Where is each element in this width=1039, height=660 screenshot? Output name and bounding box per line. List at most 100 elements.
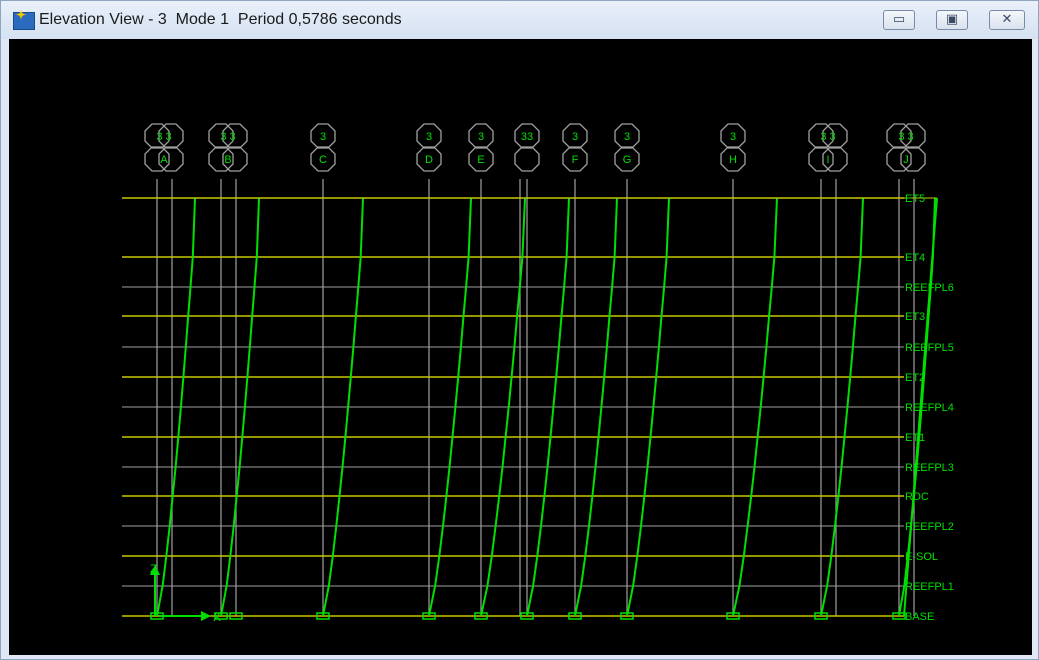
level-label: BASE (905, 611, 934, 623)
bubble-shape (822, 123, 848, 149)
window-title: Elevation View - 3 Mode 1 Period 0,5786 … (39, 11, 402, 28)
bubble-shape (158, 123, 184, 149)
grid-bubble[interactable]: 3 3 A (144, 123, 184, 172)
bubble-bottom-label: C (319, 154, 327, 166)
bubble-shape (822, 146, 848, 172)
grid-bubble[interactable]: 3D (416, 123, 442, 172)
bubble-shape (514, 123, 540, 149)
mode-shape (156, 197, 938, 617)
mode-shape-line (526, 197, 570, 617)
mode-shape-line (428, 197, 472, 617)
bubble-top-label: 3 3 (820, 131, 835, 143)
support-icon (229, 612, 243, 620)
mode-shape-line (574, 197, 618, 617)
level-label: REEFPL4 (905, 402, 954, 414)
bubble-top-label: 3 (478, 131, 484, 143)
support-icon (892, 612, 906, 620)
bubble-bottom-label: B (224, 154, 231, 166)
bubble-shape (222, 123, 248, 149)
grid-bubble[interactable]: 3 3 J (886, 123, 926, 172)
bubble-top-label: 3 3 (898, 131, 913, 143)
bubble-shape (416, 123, 442, 149)
mode-shape-line (322, 197, 364, 617)
mode-shape-line (220, 197, 260, 617)
level-label: ET1 (905, 432, 925, 444)
bubble-shape (208, 123, 234, 149)
bubble-shape (144, 123, 170, 149)
mode-shape-line (820, 197, 864, 617)
axis-x-label: X (213, 610, 221, 624)
app-icon[interactable]: ✦ (13, 8, 35, 30)
bubble-shape (144, 146, 170, 172)
bubble-shape (158, 146, 184, 172)
close-icon: ✕ (1001, 12, 1013, 27)
bubble-shape (562, 123, 588, 149)
mode-shape-line (480, 197, 526, 617)
grid-bubble[interactable]: 3H (720, 123, 746, 172)
bubble-shape (614, 123, 640, 149)
bubble-shape (808, 146, 834, 172)
bubble-bottom-label: H (729, 154, 737, 166)
bubble-top-label: 3 (624, 131, 630, 143)
bubble-top-label: 3 (572, 131, 578, 143)
bubble-shape (562, 146, 588, 172)
bubble-bottom-label: I (826, 154, 829, 166)
support-icon (620, 612, 634, 620)
bubble-shape (808, 123, 834, 149)
grid-bubble[interactable]: 3E (468, 123, 494, 172)
grid-bubble[interactable]: 33 (514, 123, 540, 172)
bubble-top-label: 3 (320, 131, 326, 143)
bubble-bottom-label: F (572, 154, 579, 166)
grid-bubble[interactable]: 3F (562, 123, 588, 172)
bubble-bottom-label: D (425, 154, 433, 166)
bubble-shape (208, 146, 234, 172)
level-label: REEFPL6 (905, 282, 954, 294)
bubble-shape (514, 146, 540, 172)
level-label: RDC (905, 491, 929, 503)
mode-shape-line (156, 197, 196, 617)
bubble-shape (416, 146, 442, 172)
level-label: E-SOL (905, 551, 938, 563)
grid-bubble[interactable]: 3C (310, 123, 336, 172)
bubble-top-label: 3 (426, 131, 432, 143)
grid-bubble[interactable]: 3 3 B (208, 123, 248, 172)
axis-indicator: Z X (150, 562, 221, 624)
bubble-bottom-label: E (477, 154, 484, 166)
grid-bubble[interactable]: 3G (614, 123, 640, 172)
level-label: ET5 (905, 193, 925, 205)
support-icon (726, 612, 740, 620)
bubble-top-label: 3 3 (156, 131, 171, 143)
bubble-shape (720, 123, 746, 149)
level-label: ET3 (905, 311, 925, 323)
maximize-icon: ▣ (945, 12, 959, 27)
bubble-shape (468, 146, 494, 172)
support-icon (316, 612, 330, 620)
bubble-shape (310, 123, 336, 149)
support-icon (422, 612, 436, 620)
bubble-shape (222, 146, 248, 172)
grid-bubble[interactable]: 3 3 I (808, 123, 848, 172)
bubble-bottom-label: A (160, 154, 168, 166)
bubble-shape (900, 146, 926, 172)
bubble-shape (614, 146, 640, 172)
close-button[interactable]: ✕ (989, 10, 1025, 30)
level-label: REEFPL1 (905, 581, 954, 593)
story-lines (122, 197, 904, 617)
support-icon (568, 612, 582, 620)
level-label: REEFPL2 (905, 521, 954, 533)
bubble-shape (886, 123, 912, 149)
bubble-shape (900, 123, 926, 149)
minimize-icon: ▭ (892, 12, 906, 27)
bubble-shape (720, 146, 746, 172)
level-label: ET2 (905, 372, 925, 384)
minimize-button[interactable]: ▭ (883, 10, 915, 30)
bubble-top-label: 3 (730, 131, 736, 143)
grid-lines (156, 179, 915, 616)
title-bar[interactable]: ✦ Elevation View - 3 Mode 1 Period 0,578… (1, 1, 1038, 39)
maximize-button[interactable]: ▣ (936, 10, 968, 30)
bubble-bottom-label: J (903, 154, 909, 166)
